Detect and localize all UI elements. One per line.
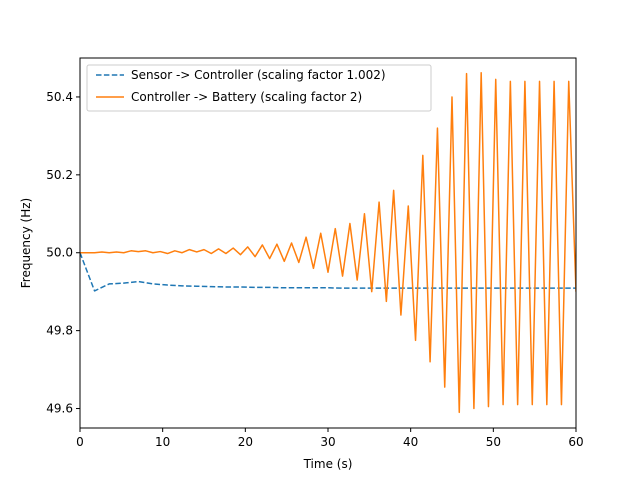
x-tick-label: 50 (486, 435, 501, 449)
controller-battery-line (80, 72, 576, 414)
sensor-controller-line (80, 252, 576, 292)
y-tick-label: 49.6 (46, 402, 73, 416)
x-tick-label: 10 (155, 435, 170, 449)
legend: Sensor -> Controller (scaling factor 1.0… (86, 64, 432, 112)
y-tick-label: 49.8 (46, 324, 73, 338)
y-tick-label: 50.2 (46, 168, 73, 182)
legend-label-controller: Controller -> Battery (scaling factor 2) (131, 90, 362, 104)
x-tick-label: 40 (403, 435, 418, 449)
x-tick-label: 60 (568, 435, 583, 449)
legend-box (86, 64, 432, 112)
y-tick-label: 50.4 (46, 90, 73, 104)
x-axis: 0 10 20 30 40 50 60 (76, 428, 584, 449)
x-tick-label: 20 (238, 435, 253, 449)
y-tick-label: 50.0 (46, 246, 73, 260)
y-axis: 49.6 49.8 50.0 50.2 50.4 (46, 90, 80, 416)
y-axis-label: Frequency (Hz) (19, 198, 33, 289)
x-axis-label: Time (s) (303, 457, 353, 471)
x-tick-label: 30 (320, 435, 335, 449)
legend-label-sensor: Sensor -> Controller (scaling factor 1.0… (131, 68, 386, 82)
x-tick-label: 0 (76, 435, 84, 449)
series-layer (80, 72, 576, 414)
